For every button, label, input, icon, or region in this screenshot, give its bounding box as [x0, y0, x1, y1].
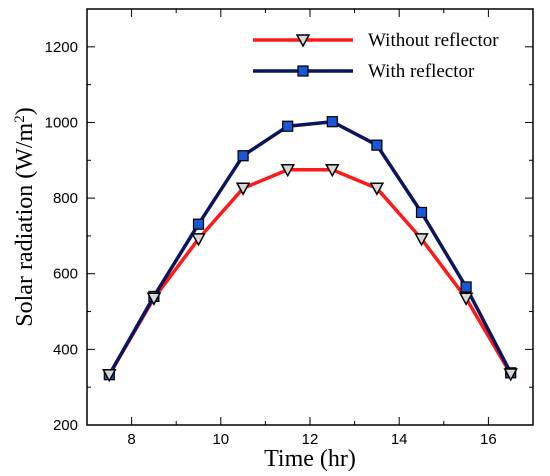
y-axis-title: Solar radiation (W/m2): [12, 107, 38, 326]
point-with-reflector: [282, 120, 294, 132]
axis-ticks: 8 10 12 14 16 200 400 600 800 1000 1200: [45, 8, 534, 448]
y-tick-label: 400: [53, 341, 78, 358]
point-without-reflector: [235, 182, 251, 196]
point-with-reflector: [460, 281, 472, 293]
legend-marker-with-reflector: [297, 65, 309, 77]
series-line-without-reflector: [107, 167, 513, 376]
point-without-reflector: [369, 182, 385, 196]
y-tick-label: 1000: [45, 114, 78, 131]
legend-label-without-reflector: Without reflector: [368, 30, 499, 51]
point-without-reflector: [325, 163, 340, 178]
point-with-reflector: [192, 218, 205, 230]
series-line-with-reflector: [107, 119, 513, 376]
point-without-reflector: [191, 233, 206, 247]
point-without-reflector: [414, 233, 429, 247]
y-axis-title-close: ): [12, 107, 38, 115]
point-without-reflector: [280, 163, 295, 178]
point-without-reflector: [503, 368, 518, 382]
point-with-reflector: [237, 150, 249, 162]
plot-frame: [86, 8, 534, 426]
x-tick-label: 16: [480, 431, 497, 448]
series-markers: [102, 116, 518, 383]
x-tick-label: 10: [212, 431, 229, 448]
point-with-reflector: [371, 139, 383, 151]
x-tick-label: 12: [302, 431, 319, 448]
x-tick-label: 8: [127, 431, 135, 448]
x-tick-label: 14: [391, 431, 408, 448]
point-without-reflector: [458, 292, 474, 306]
point-without-reflector: [102, 368, 117, 383]
legend: Without reflector With reflector: [253, 30, 499, 82]
series-lines: [107, 119, 513, 376]
y-tick-label: 600: [53, 266, 78, 283]
point-with-reflector: [415, 206, 428, 219]
legend-label-with-reflector: With reflector: [368, 61, 475, 82]
y-tick-label: 200: [53, 417, 78, 434]
x-axis-title: Time (hr): [264, 446, 356, 472]
point-without-reflector: [146, 292, 162, 306]
y-axis-title-superscript: 2: [12, 115, 28, 123]
y-axis-title-main: Solar radiation (W/m: [12, 122, 38, 326]
point-with-reflector: [326, 116, 338, 128]
legend-marker-without-reflector: [295, 34, 311, 48]
y-tick-label: 1200: [45, 39, 78, 56]
y-tick-label: 800: [53, 190, 78, 207]
